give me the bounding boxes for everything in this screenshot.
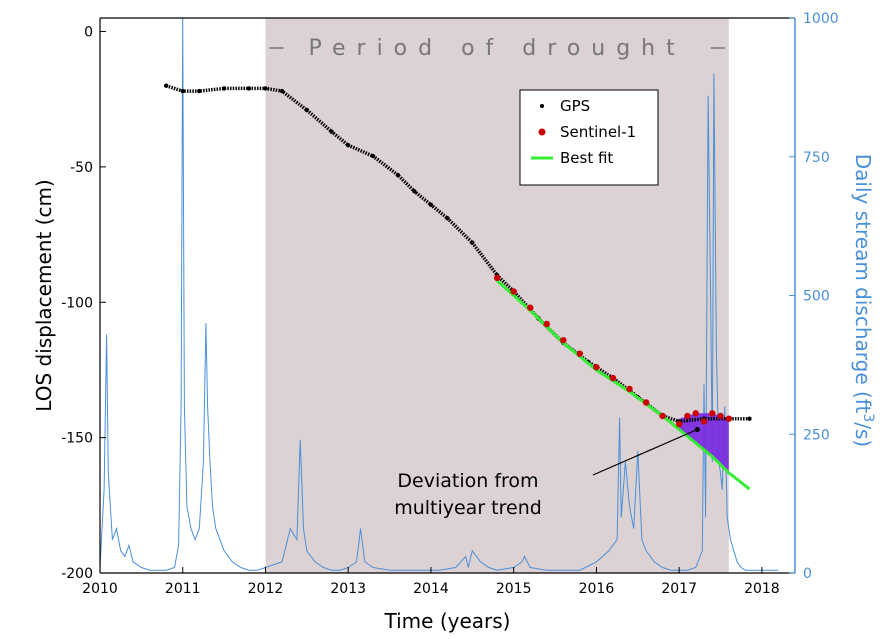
annotation-arrow: [592, 428, 698, 476]
sentinel-point: [684, 412, 691, 420]
y-right-label-prefix: Daily stream discharge (ft: [851, 154, 875, 414]
y-right-tick-label: 500: [803, 289, 830, 305]
sentinel-point: [717, 412, 724, 420]
y-left-axis-label: LOS displacement (cm): [32, 179, 56, 411]
sentinel-point: [609, 374, 617, 382]
legend-marker-dot: [540, 104, 544, 108]
sentinel-point: [659, 412, 666, 420]
x-tick-label: 2013: [330, 581, 366, 597]
sentinel-point: [692, 410, 699, 417]
y-left-tick-label: -200: [61, 566, 93, 582]
series-discharge-line: [99, 17, 779, 571]
x-tick-label: 2018: [744, 581, 780, 597]
y-right-tick-label: 750: [803, 150, 830, 166]
sentinel-point: [527, 304, 534, 311]
sentinel-point: [560, 336, 567, 344]
y-right-label-suffix: /s): [851, 422, 875, 447]
y-right-tick-label: 0: [803, 566, 812, 582]
sentinel-point: [543, 320, 550, 328]
x-tick-label: 2012: [248, 581, 284, 597]
y-left-tick-label: -100: [61, 295, 93, 311]
x-tick-label: 2016: [579, 581, 615, 597]
x-axis-label: Time (years): [384, 609, 511, 633]
x-tick-label: 2015: [496, 581, 532, 597]
y-right-tick-label: 1000: [803, 11, 839, 27]
y-left-tick-label: 0: [84, 25, 93, 41]
legend-label: GPS: [560, 97, 590, 115]
annotation-line2: multiyear trend: [394, 497, 542, 519]
annotation-line1: Deviation from: [397, 470, 538, 492]
legend-label: Best fit: [560, 149, 613, 167]
y-right-tick-label: 250: [803, 427, 830, 443]
sentinel-point: [675, 420, 683, 428]
legend-marker-dot: [538, 128, 546, 136]
sentinel-point: [510, 288, 517, 295]
sentinel-point: [700, 418, 708, 425]
deviation-area: [679, 413, 729, 473]
y-left-tick-label: -150: [61, 431, 93, 447]
legend-label: Sentinel-1: [560, 123, 636, 141]
x-tick-label: 2017: [661, 581, 697, 597]
x-tick-label: 2011: [165, 581, 201, 597]
drought-label: Period of drought: [309, 36, 686, 61]
y-left-tick-label: -50: [70, 160, 93, 176]
sentinel-point: [576, 350, 584, 357]
y-right-axis-label: Daily stream discharge (ft3/s): [851, 154, 876, 447]
sentinel-point: [642, 399, 650, 406]
sentinel-point: [626, 385, 633, 393]
x-tick-label: 2010: [82, 581, 118, 597]
sentinel-point: [709, 410, 716, 417]
y-right-label-sup: 3: [860, 413, 876, 422]
sentinel-point: [725, 415, 733, 422]
sentinel-point: [493, 274, 501, 282]
annotation-arrow-tip: [694, 427, 700, 433]
x-tick-label: 2014: [413, 581, 449, 597]
sentinel-point: [593, 364, 600, 371]
